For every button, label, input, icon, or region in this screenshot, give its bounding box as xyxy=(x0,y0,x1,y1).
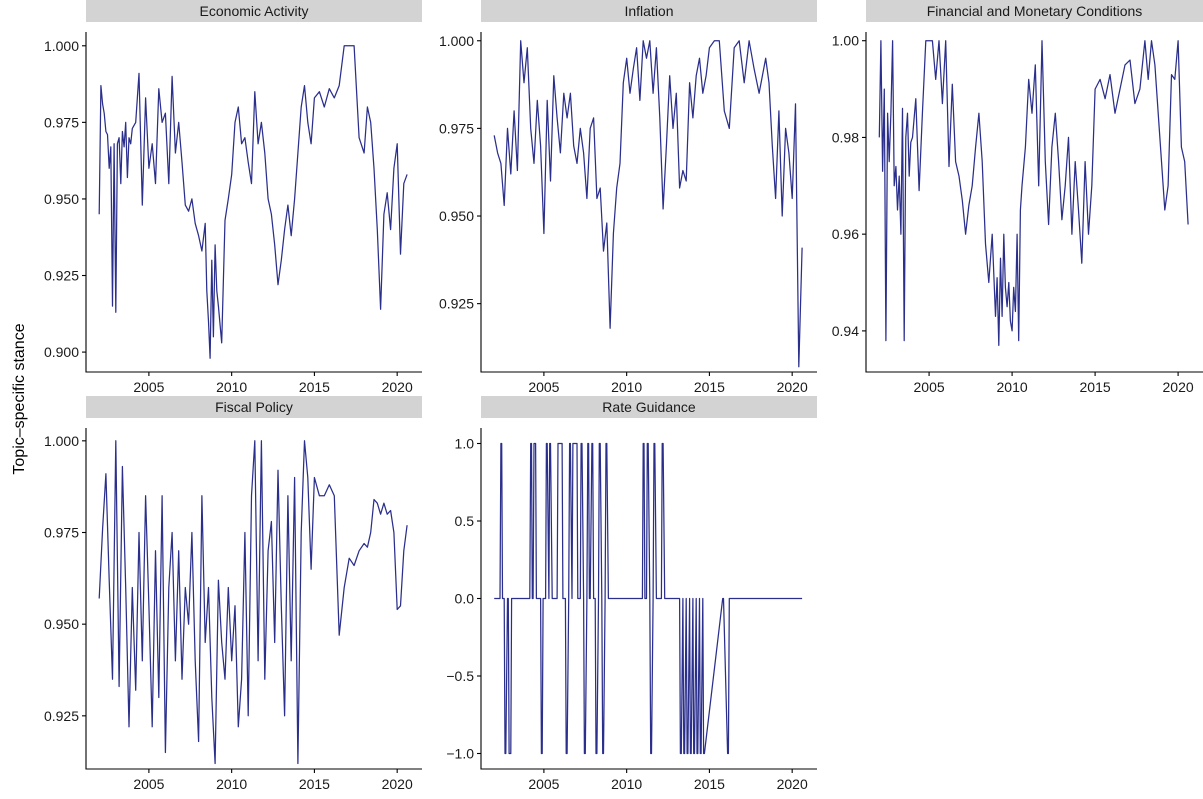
facet-strip xyxy=(86,0,422,22)
facet-panel: Financial and Monetary Conditions 0.94 0.9… xyxy=(832,0,1203,395)
facet-panel: Inflation 0.925 0.950 0.975 1.000 2005 2010 201… xyxy=(439,0,817,395)
y-tick-label: −0.5 xyxy=(446,668,474,684)
y-tick-label: 0.975 xyxy=(44,525,79,541)
x-tick-label: 2020 xyxy=(382,776,413,792)
y-tick-label: 0.0 xyxy=(455,591,475,607)
x-tick-label: 2005 xyxy=(528,379,559,395)
x-tick-label: 2020 xyxy=(382,379,413,395)
y-tick-label: 0.925 xyxy=(44,268,79,284)
y-tick-label: 0.925 xyxy=(44,708,79,724)
facet-title: Fiscal Policy xyxy=(215,399,293,415)
x-tick-label: 2010 xyxy=(997,379,1028,395)
series-line xyxy=(494,442,803,755)
series-line xyxy=(878,40,1189,347)
facet-panel: Fiscal Policy 0.925 0.950 0.975 1.000 2005 201… xyxy=(44,396,422,792)
facet-panel: Rate Guidance −1.0 −0.5 0.0 0.5 1.0 2005 2010 20… xyxy=(446,396,817,792)
x-tick-label: 2005 xyxy=(914,379,945,395)
x-tick-label: 2015 xyxy=(299,776,330,792)
facet-title: Rate Guidance xyxy=(602,399,696,415)
y-tick-label: 1.00 xyxy=(832,33,859,49)
facet-title: Economic Activity xyxy=(200,3,309,19)
y-tick-label: 0.5 xyxy=(455,513,475,529)
series-line xyxy=(493,40,803,368)
y-tick-label: 0.950 xyxy=(44,616,79,632)
y-tick-label: 1.000 xyxy=(44,38,79,54)
x-tick-label: 2005 xyxy=(528,776,559,792)
facet-title: Financial and Monetary Conditions xyxy=(927,3,1143,19)
y-tick-label: 0.900 xyxy=(44,344,79,360)
x-tick-label: 2010 xyxy=(611,379,642,395)
facet-strip xyxy=(866,0,1203,22)
facet-strip xyxy=(481,0,817,22)
facet-strip xyxy=(86,396,422,418)
x-tick-label: 2010 xyxy=(216,776,247,792)
facet-panel: Economic Activity 0.900 0.925 0.950 0.975 1.0… xyxy=(44,0,422,395)
series-line xyxy=(98,45,408,359)
x-tick-label: 2020 xyxy=(1163,379,1194,395)
x-tick-label: 2020 xyxy=(777,379,808,395)
y-tick-label: 0.950 xyxy=(44,191,79,207)
y-tick-label: 0.94 xyxy=(832,323,859,339)
y-tick-label: 0.975 xyxy=(439,120,474,136)
x-tick-label: 2010 xyxy=(216,379,247,395)
y-tick-label: 0.950 xyxy=(439,208,474,224)
x-tick-label: 2005 xyxy=(133,379,164,395)
x-tick-label: 2015 xyxy=(299,379,330,395)
x-tick-label: 2010 xyxy=(611,776,642,792)
y-tick-label: 0.925 xyxy=(439,296,474,312)
facet-strip xyxy=(481,396,817,418)
y-tick-label: −1.0 xyxy=(446,746,474,762)
y-axis-label: Topic–specific stance xyxy=(11,323,28,474)
x-tick-label: 2005 xyxy=(133,776,164,792)
x-tick-label: 2020 xyxy=(777,776,808,792)
y-tick-label: 1.000 xyxy=(439,33,474,49)
facet-title: Inflation xyxy=(624,3,673,19)
x-tick-label: 2015 xyxy=(694,776,725,792)
y-tick-label: 0.96 xyxy=(832,226,859,242)
series-line xyxy=(98,440,408,765)
x-tick-label: 2015 xyxy=(694,379,725,395)
x-tick-label: 2015 xyxy=(1080,379,1111,395)
y-tick-label: 0.98 xyxy=(832,129,859,145)
y-tick-label: 1.0 xyxy=(455,436,475,452)
y-tick-label: 1.000 xyxy=(44,433,79,449)
y-tick-label: 0.975 xyxy=(44,114,79,130)
